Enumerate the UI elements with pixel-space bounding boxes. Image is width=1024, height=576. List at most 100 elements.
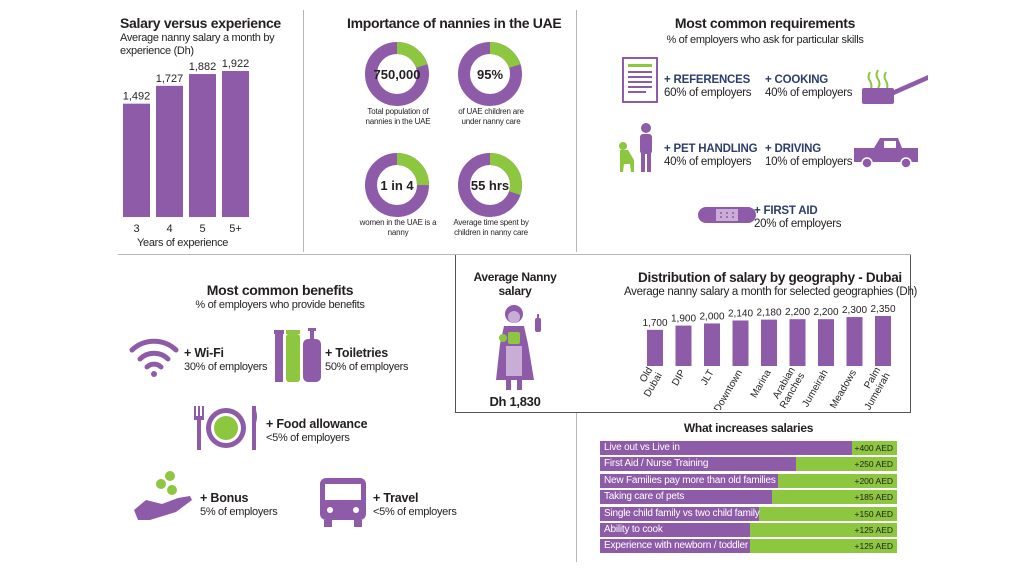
geo-bar-value: 2,000 bbox=[699, 311, 724, 322]
increase-label: Experience with newborn / toddler bbox=[604, 540, 749, 552]
exp-bar-3 bbox=[123, 103, 150, 217]
exp-bar-value: 1,922 bbox=[222, 58, 250, 70]
increase-value: +125 AED bbox=[854, 525, 893, 535]
geo-title: Distribution of salary by geography - Du… bbox=[638, 270, 902, 285]
geo-bar bbox=[846, 317, 863, 366]
exp-tick-label: 5 bbox=[199, 223, 205, 235]
increase-bar-fill bbox=[600, 523, 750, 537]
requirements-subtitle: % of employers who ask for particular sk… bbox=[666, 34, 864, 46]
salary-exp-subtitle: Average nanny salary a month by experien… bbox=[120, 32, 275, 57]
divider-h-mid bbox=[118, 254, 911, 255]
geo-bar bbox=[875, 316, 891, 366]
geo-bar bbox=[732, 320, 749, 366]
geo-bar-value: 2,200 bbox=[785, 307, 810, 318]
divider-v-top-1 bbox=[303, 10, 304, 252]
req-pet-sub: 40% of employers bbox=[664, 156, 752, 168]
donut-value: 55 hrs bbox=[471, 178, 509, 193]
geo-tick-label: PalmJumeirah bbox=[853, 366, 893, 411]
increase-label: New Families pay more than old families bbox=[604, 474, 776, 486]
increase-label: Live out vs Live in bbox=[604, 442, 680, 453]
donut-segment bbox=[365, 42, 429, 106]
increase-value: +185 AED bbox=[854, 492, 893, 503]
req-references-sub: 60% of employers bbox=[664, 87, 752, 99]
geo-bar-value: 2,350 bbox=[870, 304, 895, 315]
donut-value: 750,000 bbox=[374, 67, 421, 82]
importance-donuts: 750,000 95% 1 in 4 55 hrs bbox=[365, 42, 522, 217]
increase-row: New Families pay more than old families +… bbox=[600, 473, 897, 488]
wifi-icon bbox=[129, 338, 179, 377]
geo-tick-label: Downtown bbox=[712, 368, 745, 410]
geo-tick-label: DIP bbox=[670, 368, 688, 388]
divider-v-bottom bbox=[576, 412, 577, 562]
increase-value: +125 AED bbox=[854, 541, 893, 552]
req-pet-title: + PET HANDLING bbox=[664, 143, 758, 155]
geo-tick-label: Meadows bbox=[828, 368, 859, 410]
exp-bar-5 bbox=[189, 74, 216, 217]
benefits-title: Most common benefits bbox=[206, 282, 354, 298]
geo-bar bbox=[789, 319, 806, 366]
exp-tick-label: 5+ bbox=[229, 223, 242, 235]
increase-bar-fill bbox=[600, 473, 778, 488]
salary-exp-title: Salary versus experience bbox=[120, 15, 281, 31]
requirements-title: Most common requirements bbox=[674, 15, 856, 31]
increase-label: Taking care of pets bbox=[604, 491, 685, 503]
req-firstaid-sub: 20% of employers bbox=[754, 218, 842, 230]
increase-row: First Aid / Nurse Training +250 AED bbox=[600, 457, 897, 472]
increase-row: Live out vs Live in +400 AED bbox=[600, 441, 897, 455]
divider-v-top-2 bbox=[576, 10, 577, 252]
req-cooking-sub: 40% of employers bbox=[765, 87, 853, 99]
increase-value: +250 AED bbox=[854, 459, 893, 470]
increase-label: Ability to cook bbox=[604, 524, 663, 535]
geo-bar-value: 2,140 bbox=[728, 308, 753, 319]
increase-value: +200 AED bbox=[854, 475, 893, 486]
geo-tick-label: JLT bbox=[699, 368, 716, 387]
increase-row: Taking care of pets +185 AED bbox=[600, 490, 897, 505]
increase-row: Experience with newborn / toddler +125 AE… bbox=[600, 539, 897, 554]
benefit-travel-sub: <5% of employers bbox=[373, 506, 457, 518]
bus-icon bbox=[320, 478, 366, 527]
geo-bar bbox=[647, 329, 663, 366]
geo-bar bbox=[704, 323, 720, 366]
benefit-bonus-sub: 5% of employers bbox=[200, 506, 278, 518]
geo-chart: 1,700 OldDubai 1,900 DIP 2,000 JLT 2,140 Downto… bbox=[633, 304, 896, 411]
cooking-pot-icon bbox=[862, 69, 928, 104]
benefit-travel-title: + Travel bbox=[373, 491, 419, 505]
benefit-toiletries-title: + Toiletries bbox=[325, 346, 389, 360]
req-cooking-title: + COOKING bbox=[765, 74, 829, 86]
exp-bar-value: 1,492 bbox=[123, 91, 151, 103]
benefit-wifi-sub: 30% of employers bbox=[184, 361, 268, 373]
exp-bar-4 bbox=[156, 85, 183, 217]
donut-caption-3: women in the UAE is a nanny bbox=[359, 218, 437, 237]
increase-label: Single child family vs two child family bbox=[604, 507, 760, 519]
increase-bar-fill bbox=[600, 506, 760, 521]
avg-salary-value: Dh 1,830 bbox=[489, 394, 541, 409]
plate-cutlery-icon bbox=[194, 406, 257, 450]
geo-bar bbox=[675, 325, 692, 366]
benefits-subtitle: % of employers who provide benefits bbox=[195, 299, 365, 311]
avg-salary-box bbox=[455, 255, 911, 413]
donut-caption-1: Total population of nannies in the UAE bbox=[365, 107, 431, 126]
geo-tick-label: OldDubai bbox=[633, 366, 665, 400]
increase-bar-fill bbox=[600, 539, 750, 554]
increase-bar-fill bbox=[600, 490, 773, 505]
donut-caption-4: Average time spent by children in nanny … bbox=[453, 218, 529, 237]
increase-row: Single child family vs two child family +… bbox=[600, 506, 897, 521]
exp-tick-label: 4 bbox=[166, 223, 172, 235]
salary-exp-xlabel: Years of experience bbox=[137, 237, 229, 249]
increase-bar-fill bbox=[600, 441, 852, 455]
geo-bar-value: 2,300 bbox=[842, 305, 867, 316]
geo-bar-value: 1,900 bbox=[671, 314, 696, 325]
donut-segment bbox=[458, 153, 522, 217]
person-with-dog-icon bbox=[619, 123, 652, 172]
bandage-icon bbox=[698, 207, 756, 223]
increase-row: Ability to cook +125 AED bbox=[600, 523, 897, 537]
exp-tick-label: 3 bbox=[133, 223, 139, 235]
benefit-bonus-title: + Bonus bbox=[200, 491, 249, 505]
exp-bar-value: 1,727 bbox=[156, 73, 184, 85]
geo-bar-value: 2,200 bbox=[813, 307, 838, 318]
req-driving-title: + DRIVING bbox=[765, 143, 822, 155]
donut-caption-2: of UAE children are under nanny care bbox=[458, 107, 524, 126]
increase-value: +400 AED bbox=[854, 443, 893, 453]
document-icon bbox=[622, 57, 658, 103]
donut-segment bbox=[458, 42, 522, 106]
